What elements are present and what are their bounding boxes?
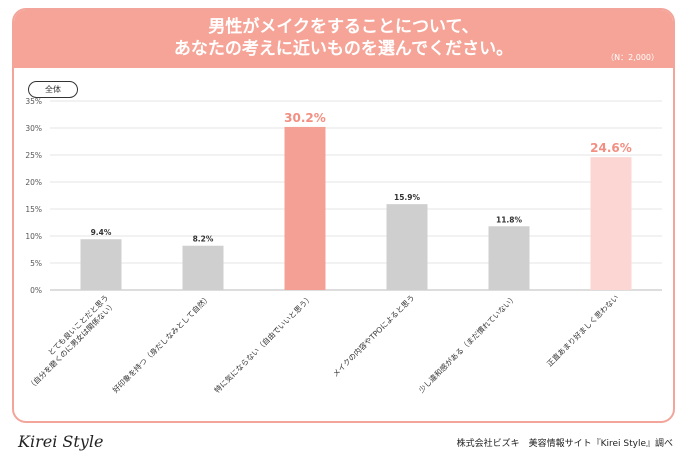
title-line-1: 男性がメイクをすることについて、 (208, 17, 479, 37)
bar (488, 226, 530, 290)
x-tick-label: とても良いことだと思う（自分を磨くのに男女は関係ない） (18, 292, 117, 391)
chart-title: 男性がメイクをすることについて、 あなたの考えに近いものを選んでください。 (14, 16, 673, 60)
y-tick-label: 5% (30, 259, 42, 268)
bar (284, 126, 326, 290)
chart-card: 男性がメイクをすることについて、 あなたの考えに近いものを選んでください。 （N… (12, 8, 675, 423)
bar (80, 239, 122, 290)
x-tick-label: 正直あまり好ましく思わない (544, 292, 620, 368)
y-tick-label: 30% (25, 124, 42, 133)
title-line-2: あなたの考えに近いものを選んでください。 (173, 39, 514, 59)
bar (386, 204, 428, 290)
y-tick-label: 0% (30, 286, 42, 295)
y-tick-label: 15% (25, 205, 42, 214)
y-tick-label: 25% (25, 151, 42, 160)
x-tick-label: 特に気にならない（自由でいいと思う） (212, 292, 315, 395)
x-tick-label: 少し違和感がある（まだ慣れていない） (416, 292, 518, 394)
bar (590, 157, 632, 290)
data-label: 11.8% (496, 215, 523, 224)
data-label: 15.9% (394, 193, 421, 202)
y-tick-label: 20% (25, 178, 42, 187)
data-label: 8.2% (193, 235, 214, 244)
segment-tag: 全体 (28, 81, 78, 98)
chart-header: 男性がメイクをすることについて、 あなたの考えに近いものを選んでください。 （N… (14, 10, 673, 68)
bar (182, 245, 224, 290)
data-label: 30.2% (284, 111, 326, 125)
x-tick-label: メイクの内容やTPOによると思う (330, 292, 416, 378)
y-tick-label: 35% (25, 97, 42, 106)
data-label: 24.6% (590, 141, 632, 155)
y-tick-label: 10% (25, 232, 42, 241)
source-credit: 株式会社ビズキ 美容情報サイト『Kirei Style』調べ (456, 439, 673, 449)
x-tick-label: 好印象を持つ（身だしなみとして自然） (110, 292, 212, 394)
sample-size-note: （N：2,000） (606, 53, 659, 62)
brand-logo: Kirei Style (18, 432, 104, 451)
data-label: 9.4% (91, 228, 112, 237)
